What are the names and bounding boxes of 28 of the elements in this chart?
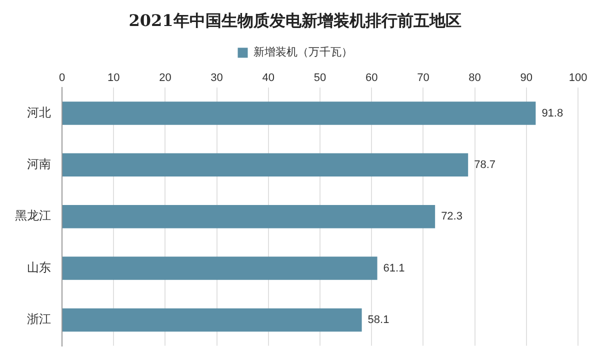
bar: [62, 308, 362, 332]
bar: [62, 256, 378, 280]
x-tick-label: 70: [417, 72, 430, 84]
legend-label: 新增装机（万千瓦）: [253, 46, 352, 59]
chart-title: 2021年中国生物质发电新增装机排行前五地区: [128, 10, 462, 30]
bar: [62, 102, 536, 125]
y-tick-label: 黑龙江: [15, 208, 51, 223]
bar: [62, 204, 436, 228]
x-tick-label: 100: [568, 72, 588, 84]
data-label: 61.1: [383, 262, 405, 274]
y-tick-label: 山东: [27, 260, 51, 274]
data-label: 58.1: [368, 314, 390, 326]
x-tick-label: 50: [314, 72, 326, 84]
x-tick-label: 0: [58, 72, 66, 84]
y-tick-label: 河北: [27, 105, 51, 120]
data-label: 72.3: [441, 210, 462, 223]
x-tick-label: 30: [210, 72, 223, 84]
y-tick-label: 浙江: [27, 312, 51, 326]
x-tick-label: 20: [159, 72, 172, 84]
x-tick-label: 40: [262, 72, 275, 84]
y-tick-label: 河南: [27, 157, 51, 172]
x-tick-label: 10: [107, 72, 120, 84]
x-tick-label: 90: [520, 72, 533, 84]
x-tick-label: 60: [365, 72, 378, 84]
data-label: 91.8: [542, 107, 564, 120]
data-label: 78.7: [474, 158, 496, 171]
bar: [62, 153, 468, 177]
x-tick-label: 80: [468, 72, 481, 84]
